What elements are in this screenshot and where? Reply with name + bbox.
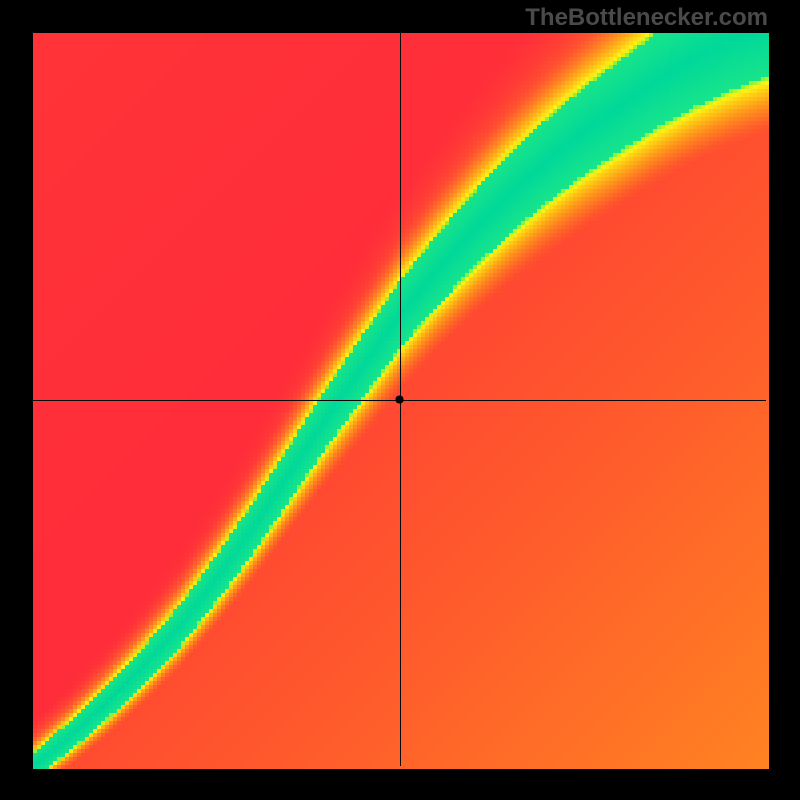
chart-stage: TheBottlenecker.com bbox=[0, 0, 800, 800]
bottleneck-heatmap bbox=[0, 0, 800, 800]
watermark-text: TheBottlenecker.com bbox=[525, 4, 768, 32]
